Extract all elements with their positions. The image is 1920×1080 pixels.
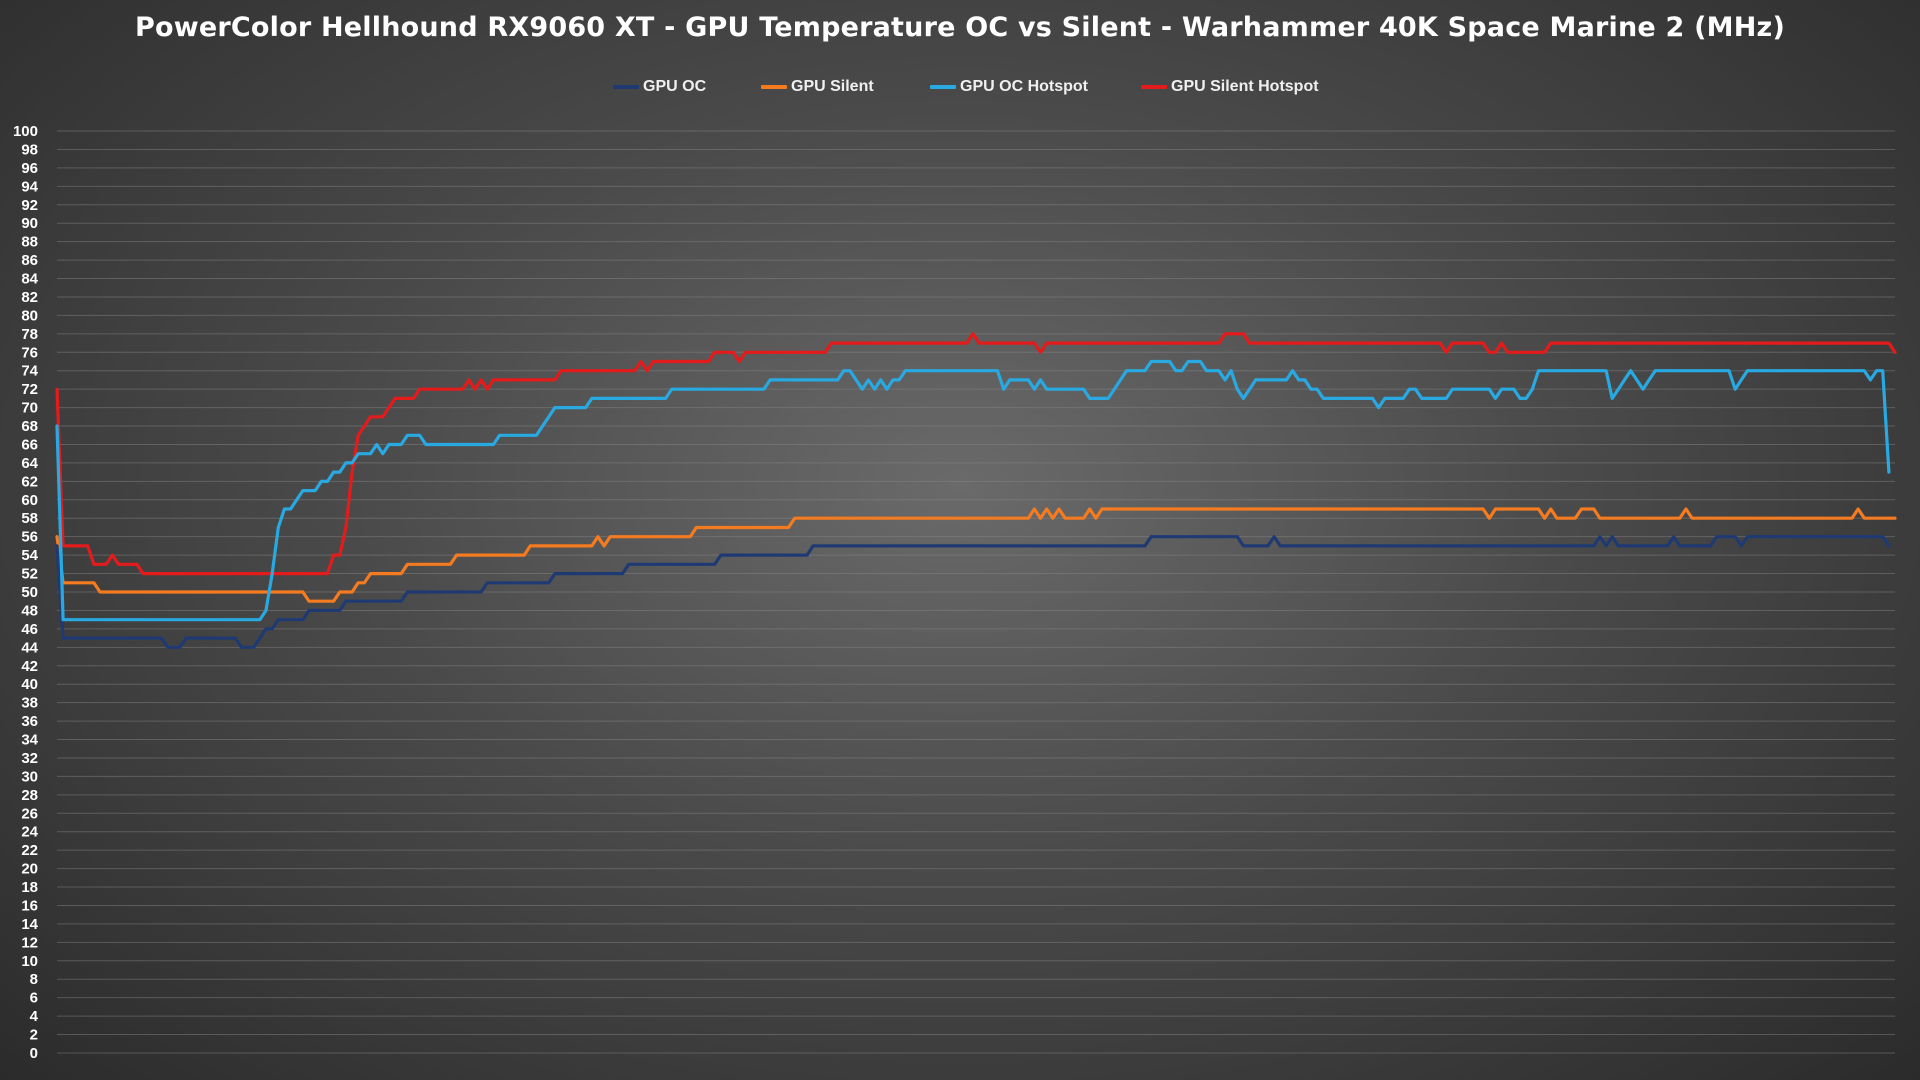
y-tick-label-18: 18: [21, 879, 38, 896]
y-tick-label-8: 8: [30, 971, 38, 988]
series-line-gpu-oc-hotspot: [55, 359, 1891, 622]
legend-swatch-gpu-silent-hotspot: [1141, 85, 1167, 89]
legend-swatch-gpu-oc: [613, 85, 639, 89]
y-tick-label-16: 16: [21, 897, 38, 914]
y-tick-label-40: 40: [21, 676, 38, 693]
legend-label-gpu-silent: GPU Silent: [791, 78, 874, 95]
legend-item-gpu-silent-hotspot: GPU Silent Hotspot: [1141, 78, 1319, 96]
y-tick-label-10: 10: [21, 953, 38, 970]
y-tick-label-14: 14: [21, 916, 38, 933]
y-tick-label-4: 4: [30, 1008, 39, 1025]
legend-label-gpu-oc: GPU OC: [643, 78, 707, 95]
y-tick-label-100: 100: [13, 123, 38, 140]
y-tick-label-64: 64: [21, 455, 38, 472]
y-tick-label-92: 92: [21, 197, 38, 214]
legend-label-gpu-silent-hotspot: GPU Silent Hotspot: [1171, 78, 1319, 95]
y-tick-label-88: 88: [21, 234, 38, 251]
y-tick-label-44: 44: [21, 639, 38, 656]
y-tick-label-68: 68: [21, 418, 38, 435]
y-tick-label-42: 42: [21, 658, 38, 675]
y-tick-label-26: 26: [21, 805, 38, 822]
y-axis-tick-labels: 0246810121416182022242628303234363840424…: [13, 123, 39, 1062]
y-tick-label-86: 86: [21, 252, 38, 269]
y-tick-label-60: 60: [21, 492, 38, 509]
legend-item-gpu-silent: GPU Silent: [761, 78, 874, 96]
grid-lines: [57, 130, 1895, 1054]
y-tick-label-6: 6: [30, 990, 38, 1007]
chart-title: PowerColor Hellhound RX9060 XT - GPU Tem…: [134, 12, 1785, 43]
y-tick-label-22: 22: [21, 842, 38, 859]
y-tick-label-76: 76: [21, 344, 38, 361]
legend-item-gpu-oc: GPU OC: [613, 78, 706, 96]
y-tick-label-54: 54: [21, 547, 38, 564]
series-line-gpu-silent: [55, 507, 1897, 603]
y-tick-label-46: 46: [21, 621, 38, 638]
y-tick-label-84: 84: [21, 271, 38, 288]
y-tick-label-34: 34: [21, 732, 38, 749]
y-tick-label-50: 50: [21, 584, 38, 601]
y-tick-label-20: 20: [21, 861, 38, 878]
series-line-gpu-oc: [55, 535, 1891, 649]
y-tick-label-2: 2: [30, 1027, 38, 1044]
y-tick-label-82: 82: [21, 289, 38, 306]
y-tick-label-80: 80: [21, 307, 38, 324]
y-tick-label-32: 32: [21, 750, 38, 767]
y-tick-label-90: 90: [21, 215, 38, 232]
y-tick-label-94: 94: [21, 178, 38, 195]
y-tick-label-58: 58: [21, 510, 38, 527]
y-tick-label-36: 36: [21, 713, 38, 730]
y-tick-label-98: 98: [21, 141, 38, 158]
legend-swatch-gpu-silent: [761, 85, 787, 89]
y-tick-label-74: 74: [21, 363, 38, 380]
y-tick-label-0: 0: [30, 1045, 38, 1062]
y-tick-label-66: 66: [21, 436, 38, 453]
y-tick-label-28: 28: [21, 787, 38, 804]
y-tick-label-72: 72: [21, 381, 38, 398]
series-line-gpu-silent-hotspot: [55, 332, 1897, 576]
legend-swatch-gpu-oc-hotspot: [930, 85, 956, 89]
y-tick-label-62: 62: [21, 473, 38, 490]
y-tick-label-52: 52: [21, 566, 38, 583]
legend-item-gpu-oc-hotspot: GPU OC Hotspot: [930, 78, 1088, 96]
y-tick-label-96: 96: [21, 160, 38, 177]
y-tick-label-48: 48: [21, 602, 38, 619]
y-tick-label-38: 38: [21, 695, 38, 712]
y-tick-label-12: 12: [21, 934, 38, 951]
series-lines: [55, 332, 1897, 649]
y-tick-label-56: 56: [21, 529, 38, 546]
y-tick-label-24: 24: [21, 824, 38, 841]
legend-label-gpu-oc-hotspot: GPU OC Hotspot: [960, 78, 1088, 95]
y-tick-label-70: 70: [21, 400, 38, 417]
y-tick-label-78: 78: [21, 326, 38, 343]
y-tick-label-30: 30: [21, 768, 38, 785]
chart-legend: GPU OC GPU Silent GPU OC Hotspot GPU Sil…: [0, 78, 1920, 100]
